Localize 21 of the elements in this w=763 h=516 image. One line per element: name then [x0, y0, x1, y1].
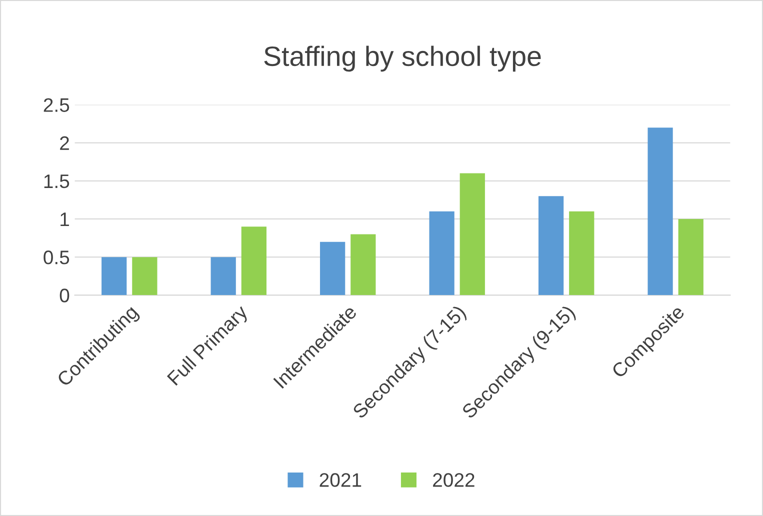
bar: [320, 242, 346, 296]
bar: [210, 257, 236, 296]
bar: [678, 218, 704, 296]
bar: [241, 226, 266, 296]
bar: [132, 257, 158, 296]
bar: [102, 257, 127, 296]
y-tick-label: 2: [60, 136, 69, 150]
y-tick-label: 0.5: [44, 250, 70, 264]
legend-label: 2021: [320, 473, 362, 487]
legend-label: 2022: [433, 473, 474, 487]
y-tick-label: 2.5: [44, 98, 70, 112]
bar: [648, 128, 673, 296]
y-tick-label: 0: [60, 288, 70, 302]
y-tick-label: 1.5: [44, 174, 70, 188]
bar: [350, 234, 376, 296]
bar: [569, 211, 594, 296]
chart-title: Staffing by school type: [264, 46, 541, 72]
bar: [538, 196, 564, 296]
y-tick-label: 1: [60, 212, 69, 226]
bar: [429, 211, 454, 296]
bar: [460, 173, 485, 296]
